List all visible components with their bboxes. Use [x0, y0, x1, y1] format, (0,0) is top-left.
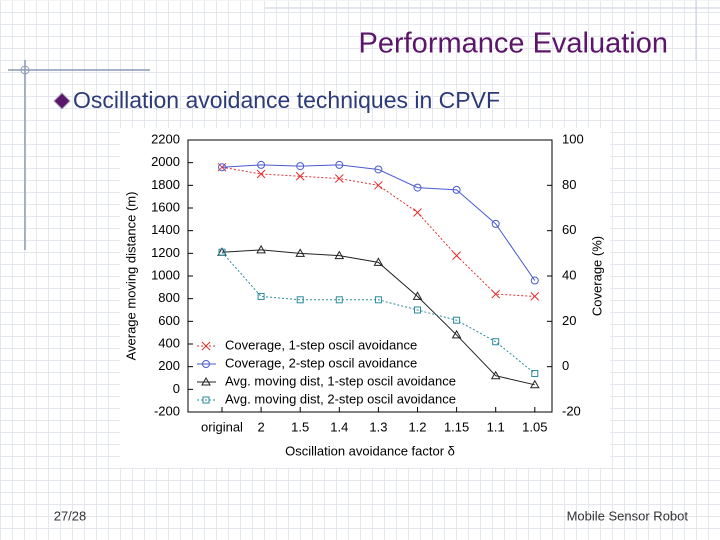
marker [374, 165, 383, 174]
x-tick-label: 1.15 [444, 419, 469, 434]
marker [218, 163, 226, 172]
y-tick-label: 2200 [151, 131, 180, 146]
marker [296, 162, 305, 171]
legend-label: Avg. moving dist, 1-step oscil avoidance [225, 373, 456, 388]
y2-tick-label: -20 [562, 403, 581, 418]
marker [218, 248, 226, 256]
y-tick-label: 800 [158, 290, 180, 305]
y-tick-label: 1800 [151, 177, 180, 192]
marker [374, 180, 383, 190]
marker [256, 244, 266, 254]
x-tick-label: 1.05 [522, 419, 547, 434]
slide-title: Performance Evaluation [359, 28, 669, 60]
marker [296, 296, 304, 304]
decor-circle [20, 65, 30, 75]
y2-tick-label: 0 [562, 358, 569, 373]
marker [453, 316, 461, 324]
marker [413, 208, 422, 217]
x-tick-label: 1.3 [369, 419, 387, 434]
y2-axis-label: Coverage (%) [589, 236, 604, 316]
marker [492, 338, 500, 346]
marker [452, 251, 461, 260]
bullet-icon [53, 92, 71, 110]
x-tick-label: 2 [257, 419, 264, 434]
y-tick-label: 600 [158, 313, 180, 328]
bullet-text: Oscillation avoidance techniques in CPVF [73, 87, 500, 113]
legend-label: Coverage, 2-step oscil avoidance [225, 355, 417, 370]
y-tick-label: 1400 [151, 222, 180, 237]
y2-tick-label: 80 [562, 177, 576, 192]
x-tick-label: 1.2 [408, 419, 426, 434]
marker [373, 257, 384, 266]
marker [335, 160, 344, 169]
y-tick-label: 1200 [151, 245, 180, 260]
legend-marker [202, 396, 210, 404]
x-tick-label: 1.4 [330, 419, 348, 434]
marker [256, 169, 266, 179]
marker [257, 292, 265, 300]
marker [335, 296, 343, 304]
y-axis-label: Average moving distance (m) [123, 192, 138, 361]
series-line [221, 251, 536, 374]
marker [491, 219, 500, 228]
marker [257, 160, 266, 169]
y2-tick-label: 40 [562, 267, 576, 282]
marker [413, 183, 422, 192]
marker [451, 329, 462, 339]
y2-tick-label: 60 [562, 222, 576, 237]
x-tick-label: original [201, 419, 243, 434]
y2-tick-label: 100 [562, 131, 584, 146]
marker [295, 248, 306, 257]
legend-marker [202, 360, 210, 368]
series-line [221, 164, 536, 281]
marker [334, 174, 344, 183]
series-line [221, 249, 535, 386]
legend-label: Avg. moving dist, 2-step oscil avoidance [225, 391, 456, 406]
y-tick-label: 2000 [151, 154, 180, 169]
marker [374, 296, 382, 304]
y-tick-label: 400 [158, 335, 180, 350]
marker [414, 306, 421, 314]
y-tick-label: 1600 [151, 199, 180, 214]
marker [531, 369, 539, 377]
legend-marker [201, 341, 211, 351]
footer-text: Mobile Sensor Robot [567, 508, 689, 523]
chart-background [120, 128, 610, 468]
marker [295, 171, 305, 181]
x-tick-label: 1.1 [487, 419, 505, 434]
y-tick-label: -200 [154, 403, 180, 418]
marker [412, 291, 423, 300]
page-number: 27/28 [54, 508, 87, 523]
marker [530, 292, 540, 301]
y-tick-label: 0 [173, 381, 180, 396]
x-tick-label: 1.5 [291, 419, 309, 434]
legend-label: Coverage, 1-step oscil avoidance [225, 337, 417, 352]
y2-tick-label: 20 [562, 313, 576, 328]
marker [529, 379, 540, 389]
marker [530, 276, 539, 285]
y-tick-label: 1000 [151, 267, 180, 282]
marker [334, 250, 345, 260]
marker [452, 185, 461, 194]
x-axis-label: Oscillation avoidance factor δ [285, 443, 455, 458]
marker [491, 289, 501, 299]
legend-marker [201, 376, 211, 386]
y-tick-label: 200 [158, 358, 180, 373]
marker [490, 370, 501, 380]
